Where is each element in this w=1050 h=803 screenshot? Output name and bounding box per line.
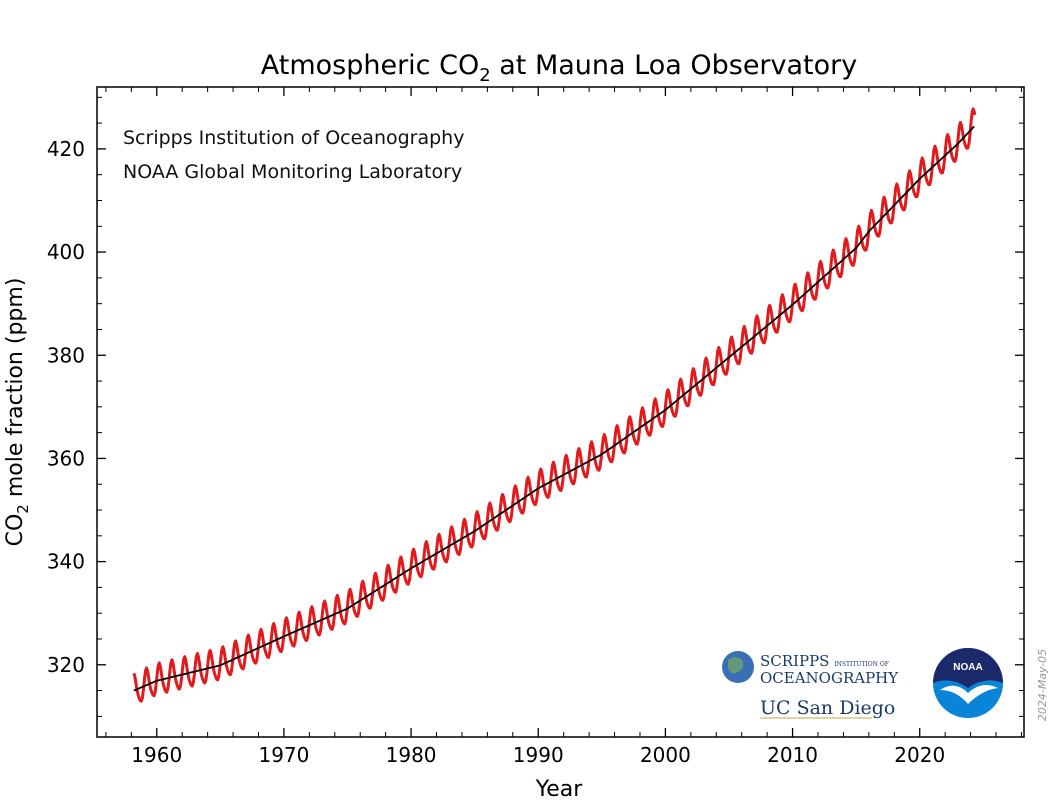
plot-frame xyxy=(96,86,1025,738)
axis-ticks: 1960 1970 1980 1990 2000 2010 2020 320 340 360 380… xyxy=(47,87,1024,767)
annotation-noaa: NOAA Global Monitoring Laboratory xyxy=(123,161,462,183)
scripps-logo: SCRIPPS INSTITUTION OF OCEANOGRAPHY UC S… xyxy=(722,651,899,719)
data-series xyxy=(132,107,977,703)
y-tick-label: 320 xyxy=(47,653,85,677)
x-tick-label: 1980 xyxy=(386,743,437,767)
scripps-logo-text: SCRIPPS INSTITUTION OF xyxy=(760,652,889,670)
scripps-logo-text-2: OCEANOGRAPHY xyxy=(760,669,899,687)
x-tick-label: 1990 xyxy=(513,743,564,767)
y-tick-label: 380 xyxy=(47,343,85,367)
y-tick-label: 400 xyxy=(47,240,85,264)
x-tick-label: 2000 xyxy=(640,743,691,767)
annotation-scripps: Scripps Institution of Oceanography xyxy=(123,127,464,149)
monthly-co2-series xyxy=(132,107,977,703)
x-tick-label: 2010 xyxy=(767,743,818,767)
x-tick-label: 2020 xyxy=(894,743,945,767)
x-tick-label: 1970 xyxy=(258,743,309,767)
y-tick-label: 420 xyxy=(47,137,85,161)
noaa-logo-text: NOAA xyxy=(953,662,982,673)
noaa-top-icon xyxy=(933,648,1003,688)
globe-land-icon xyxy=(728,657,744,674)
y-tick-label: 340 xyxy=(47,550,85,574)
y-tick-label: 360 xyxy=(47,446,85,470)
ucsd-logo-text: UC San Diego xyxy=(760,697,895,719)
y-axis-label: CO2 mole fraction (ppm) xyxy=(3,278,32,547)
x-tick-label: 1960 xyxy=(131,743,182,767)
trend-co2-series xyxy=(133,125,975,692)
noaa-bird-icon xyxy=(940,684,998,704)
chart-title: Atmospheric CO2 at Mauna Loa Observatory xyxy=(261,50,858,86)
x-axis-label: Year xyxy=(535,777,584,802)
noaa-logo: NOAA xyxy=(933,648,1003,718)
date-stamp: 2024-May-05 xyxy=(1036,649,1049,721)
